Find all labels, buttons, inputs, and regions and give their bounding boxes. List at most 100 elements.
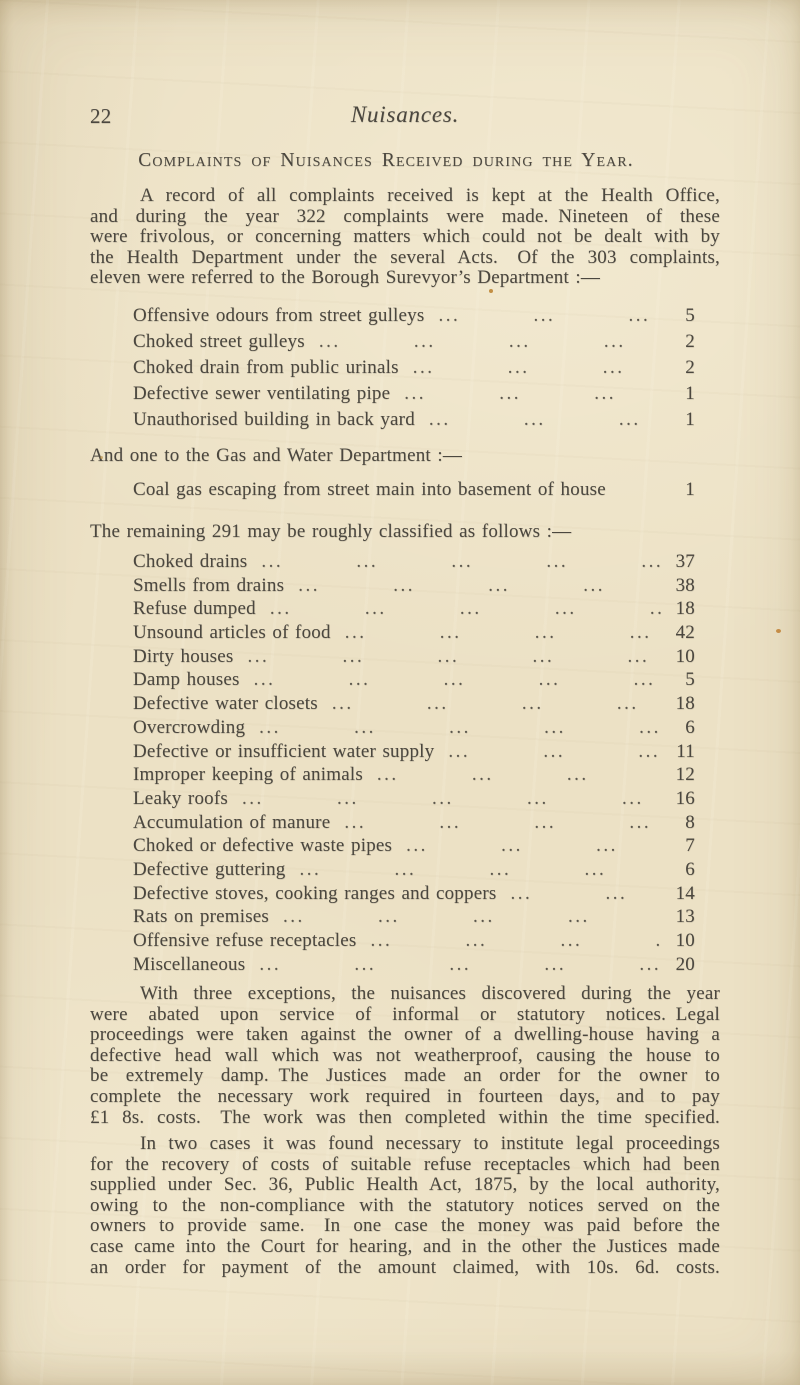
complaint-row: Choked drain from public urinals 2 xyxy=(90,358,720,378)
dot-leader xyxy=(245,718,661,738)
complaint-label: Coal gas escaping from street main into … xyxy=(133,479,606,500)
paper-speck xyxy=(489,289,493,293)
dot-leader xyxy=(330,813,661,833)
complaint-label: Choked or defective waste pipes xyxy=(133,835,393,857)
dot-leader xyxy=(284,576,661,596)
complaint-label: Leaky roofs xyxy=(133,787,228,809)
dot-leader xyxy=(318,694,661,714)
gas-complaints-list: Coal gas escaping from street main into … xyxy=(90,480,720,506)
complaint-label: Offensive refuse receptacles xyxy=(133,930,357,951)
complaint-count: 16 xyxy=(675,787,695,809)
dot-leader xyxy=(399,358,661,378)
dot-leader xyxy=(392,836,661,856)
complaint-row: Choked or defective waste pipes 7 xyxy=(90,836,720,856)
complaint-count: 10 xyxy=(675,930,695,951)
complaint-count: 18 xyxy=(675,693,695,715)
complaint-count: 5 xyxy=(685,669,695,691)
text-line: In two cases it was found necessary to i… xyxy=(140,1134,720,1154)
surveyor-complaints-list: Offensive odours from street gulleys 5 C… xyxy=(90,306,720,436)
complaint-label: Accumulation of manure xyxy=(133,811,331,833)
gas-department-intro: And one to the Gas and Water Department … xyxy=(90,446,720,467)
complaint-row: Miscellaneous 20 xyxy=(90,953,720,975)
text-line: the Health Department under the several … xyxy=(90,247,720,268)
dot-leader xyxy=(424,306,661,326)
complaint-count: 8 xyxy=(685,811,695,833)
dot-leader xyxy=(390,384,661,404)
section-heading: Complaints of Nuisances Received during … xyxy=(138,150,634,171)
complaint-label: Damp houses xyxy=(133,669,240,691)
text-line: £1 8s. costs. The work was then complete… xyxy=(90,1107,720,1128)
complaint-count: 1 xyxy=(685,479,695,500)
complaint-label: Offensive odours from street gulleys xyxy=(133,305,425,326)
dot-leader xyxy=(228,789,661,809)
complaint-label: Choked drain from public urinals xyxy=(133,357,399,378)
text-line: were abated upon service of informal or … xyxy=(90,1004,720,1025)
dot-leader xyxy=(286,860,662,880)
classification-intro: The remaining 291 may be roughly classif… xyxy=(90,522,720,543)
complaint-row: Smells from drains 38 xyxy=(90,574,720,596)
complaint-label: Choked drains xyxy=(133,551,248,572)
complaint-row: Coal gas escaping from street main into … xyxy=(90,480,720,500)
text-line: With three exceptions, the nuisances dis… xyxy=(140,984,720,1004)
complaint-row: Defective sewer ventilating pipe 1 xyxy=(90,384,720,404)
complaint-row: Improper keeping of animals 12 xyxy=(90,765,720,785)
text-line: case came into the Court for hearing, an… xyxy=(90,1236,720,1257)
complaint-row: Defective stoves, cooking ranges and cop… xyxy=(90,882,720,904)
text-line: And one to the Gas and Water Department … xyxy=(90,446,463,466)
complaint-row: Rats on premises 13 xyxy=(90,907,720,927)
complaint-count: 2 xyxy=(685,331,695,352)
complaint-count: 38 xyxy=(675,574,695,596)
dot-leader xyxy=(356,931,661,951)
classification-list: Choked drains 37 Smells from drains 38 R… xyxy=(90,552,720,978)
complaint-row: Unsound articles of food 42 xyxy=(90,623,720,643)
complaint-label: Defective stoves, cooking ranges and cop… xyxy=(133,882,497,904)
complaint-count: 13 xyxy=(675,906,695,928)
text-line: The remaining 291 may be roughly classif… xyxy=(90,522,572,542)
text-line: be extremely damp. The Justices made an … xyxy=(90,1066,720,1087)
text-line: were frivolous, or concerning matters wh… xyxy=(90,227,720,248)
complaint-count: 10 xyxy=(675,645,695,667)
complaint-row: Offensive odours from street gulleys 5 xyxy=(90,306,720,326)
page-number: 22 xyxy=(90,104,112,128)
complaint-row: Leaky roofs 16 xyxy=(90,787,720,809)
complaint-count: 2 xyxy=(685,357,695,378)
text-line: eleven were referred to the Borough Sure… xyxy=(90,268,601,289)
cost-recovery-paragraph: In two cases it was found necessary to i… xyxy=(90,1134,720,1278)
complaint-row: Damp houses 5 xyxy=(90,670,720,690)
complaint-row: Refuse dumped 18 xyxy=(90,599,720,619)
complaint-label: Rats on premises xyxy=(133,906,270,928)
intro-paragraph: A record of all complaints received is k… xyxy=(90,186,720,289)
dot-leader xyxy=(331,623,661,643)
dot-leader xyxy=(415,410,661,430)
complaint-count: 1 xyxy=(685,383,695,404)
complaint-count: 37 xyxy=(675,551,695,572)
complaint-count: 20 xyxy=(675,953,695,975)
page-header: 22 Nuisances. xyxy=(90,102,720,132)
complaint-count: 42 xyxy=(675,622,695,644)
text-line: supplied under Sec. 36, Public Health Ac… xyxy=(90,1175,720,1196)
text-line: an order for payment of the amount claim… xyxy=(90,1257,720,1278)
complaint-count: 7 xyxy=(685,835,695,857)
complaint-label: Defective or insufficient water supply xyxy=(133,740,435,762)
complaint-label: Unauthorised building in back yard xyxy=(133,409,415,430)
text-line: owing to the non-compliance with the sta… xyxy=(90,1195,720,1216)
dot-leader xyxy=(363,765,661,785)
complaint-label: Defective sewer ventilating pipe xyxy=(133,383,391,404)
dot-leader xyxy=(256,599,661,619)
dot-leader xyxy=(305,332,661,352)
complaint-label: Refuse dumped xyxy=(133,598,256,620)
complaint-row: Defective or insufficient water supply 1… xyxy=(90,740,720,762)
complaint-label: Overcrowding xyxy=(133,716,246,738)
complaint-row: Defective water closets 18 xyxy=(90,694,720,714)
complaint-row: Offensive refuse receptacles 10 xyxy=(90,931,720,951)
complaint-count: 6 xyxy=(685,716,695,738)
text-line: for the recovery of costs of suitable re… xyxy=(90,1154,720,1175)
paper-speck xyxy=(776,629,781,633)
complaint-label: Unsound articles of food xyxy=(133,622,331,644)
dot-leader xyxy=(240,670,661,690)
text-line: defective head wall which was not weathe… xyxy=(90,1045,720,1066)
complaint-count: 6 xyxy=(685,858,695,880)
complaint-count: 11 xyxy=(676,740,695,762)
dot-leader xyxy=(434,742,661,762)
